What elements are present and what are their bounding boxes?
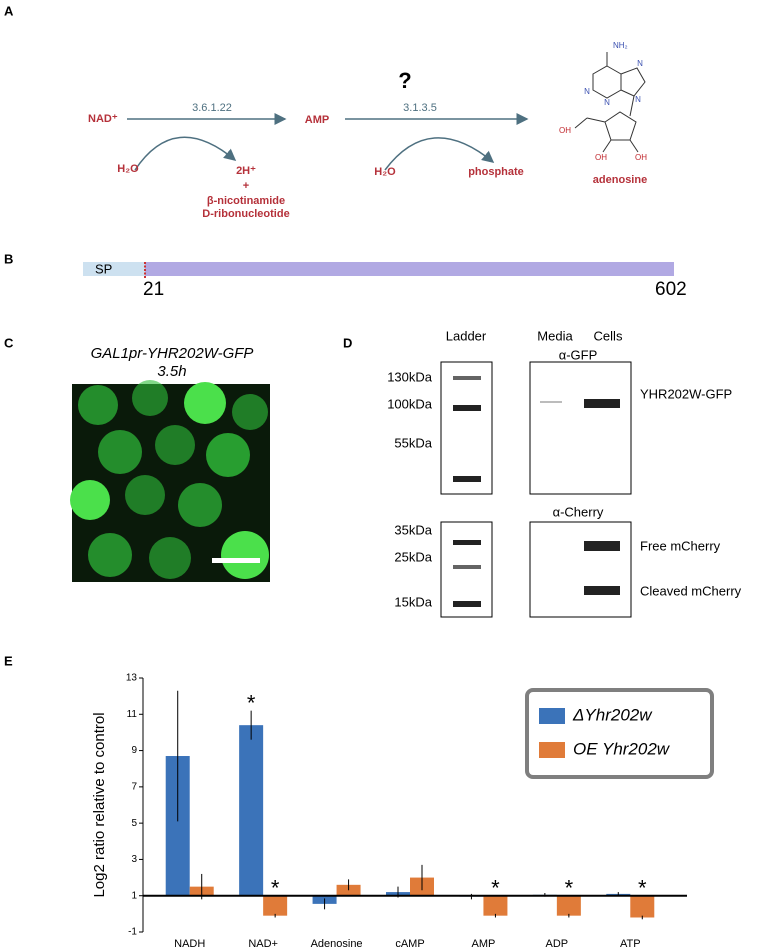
significance: * [247,690,256,715]
significance: * [565,876,574,901]
y-tick-label: 5 [131,818,137,829]
lane-label: Cells [594,328,623,343]
lane-label: Media [537,328,573,343]
atom: N [604,98,610,107]
y-tick-label: 1 [131,890,137,901]
blot [440,521,493,618]
protein [145,262,674,276]
atom: N [584,87,590,96]
scale-bar [212,558,260,563]
water: H₂O [117,163,139,175]
panel-label: B [4,251,13,266]
signal-peptide [83,262,145,276]
band-label: Free mCherry [640,538,721,553]
panel-label: C [4,335,14,350]
bar [630,895,655,918]
significance: * [638,876,647,901]
x-tick-label: AMP [472,938,496,950]
panel-label: A [4,3,14,18]
product: 2H⁺ [236,165,256,177]
panel-a: A NAD⁺ 3.6.1.22 H₂O 2H⁺ + β-nicotinamide… [4,3,647,219]
atom: OH [635,153,647,162]
legend-label: ΔYhr202w [572,705,653,724]
panel-label: D [343,335,352,350]
y-tick-label: -1 [128,927,137,938]
domain-label: SP [95,261,112,276]
bar [483,895,508,916]
product: phosphate [468,166,524,178]
product: adenosine [593,174,647,186]
antibody: α-Cherry [553,504,604,519]
cells [70,380,269,579]
marker: 100kDa [387,396,433,411]
panel-label: E [4,653,13,668]
y-tick-label: 13 [126,673,138,684]
bar [239,725,264,896]
adenosine-structure [574,52,646,153]
antibody: α-GFP [559,347,598,362]
y-tick-label: 9 [131,745,137,756]
legend [525,688,714,779]
band-label: Cleaved mCherry [640,583,742,598]
panel-d: D Ladder Media Cells α-GFP α-Cherry 130k… [343,328,742,618]
marker: 55kDa [394,435,432,450]
x-tick-label: ATP [620,938,641,950]
y-tick-label: 7 [131,781,137,792]
bands [453,376,620,607]
x-tick-label: cAMP [395,938,424,950]
x-tick-label: NAD+ [248,938,278,950]
position: 21 [143,279,164,300]
question: ? [398,68,411,93]
substrate: NAD⁺ [88,113,118,125]
atom: N [635,95,641,104]
legend-swatch [539,708,565,724]
bar [556,895,581,916]
water: H₂O [374,166,396,178]
y-axis-label: Log2 ratio relative to control [91,712,108,897]
blot [529,521,632,618]
legend-swatch [539,742,565,758]
panel-c: C GAL1pr-YHR202W-GFP 3.5h [4,335,270,582]
enzyme: 3.6.1.22 [192,102,232,114]
x-tick-label: Adenosine [311,938,363,950]
marker: 130kDa [387,369,433,384]
y-tick-label: 3 [131,854,137,865]
product: + [243,180,249,192]
atom: OH [595,153,607,162]
blot [440,361,493,495]
x-tick-label: NADH [174,938,205,950]
panel-e: E Log2 ratio relative to control -113579… [4,653,714,950]
marker: 15kDa [394,594,432,609]
x-tick-label: ADP [546,938,569,950]
position: 602 [655,279,687,300]
bar [263,895,288,916]
y-tick-label: 11 [127,709,138,720]
subtitle: 3.5h [157,363,186,380]
atom: NH₂ [613,41,628,50]
blot [529,361,632,495]
marker: 35kDa [394,522,432,537]
atom: OH [559,126,571,135]
marker: 25kDa [394,549,432,564]
band-label: YHR202W-GFP [640,386,732,401]
significance: * [491,876,500,901]
panel-b: B SP 21 602 [4,251,687,300]
product: D-ribonucleotide [202,208,289,220]
column-label: Ladder [446,328,487,343]
legend-label: OE Yhr202w [573,739,671,758]
enzyme: 3.1.3.5 [403,102,437,114]
arrow [384,137,495,171]
product: β-nicotinamide [207,195,285,207]
title: GAL1pr-YHR202W-GFP [91,345,254,362]
intermediate: AMP [305,114,329,126]
atom: N [637,59,643,68]
significance: * [271,876,280,901]
arrow [134,136,237,171]
